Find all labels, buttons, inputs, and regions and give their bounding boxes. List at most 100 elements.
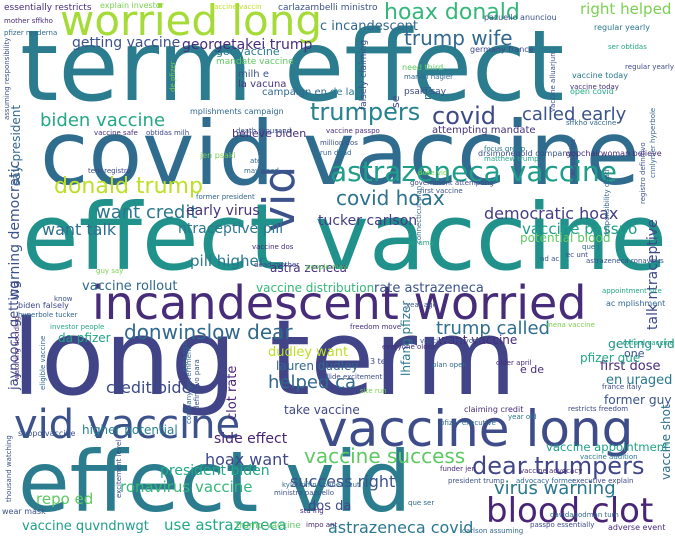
word: astra zeneca bbox=[270, 261, 348, 275]
word: site run bbox=[360, 387, 387, 395]
word: ac mplishment bbox=[606, 299, 666, 308]
word: advocacy former bbox=[516, 477, 576, 485]
word: may need bbox=[244, 167, 279, 175]
word: excitement level bbox=[115, 439, 123, 498]
word: se bbox=[389, 95, 402, 109]
word: essentially restricts bbox=[4, 3, 92, 13]
word: guy say bbox=[96, 267, 124, 275]
word: pfizer que bbox=[580, 351, 641, 365]
word: 3 tem bbox=[370, 357, 394, 366]
word: ronavirus vaccine bbox=[120, 478, 253, 496]
word: vaccine passpo bbox=[326, 127, 380, 135]
word: regular yearly bbox=[625, 63, 674, 71]
word: eligible vaccine bbox=[39, 335, 47, 390]
word: sffkho vaccine bbox=[566, 119, 617, 127]
word: que ser bbox=[408, 499, 435, 507]
word: president biden bbox=[160, 463, 270, 479]
word: falsely claiming bbox=[359, 39, 369, 110]
word: blood clot bbox=[486, 491, 654, 531]
word: france italy bbox=[602, 383, 642, 391]
word: biden vaccine bbox=[40, 110, 166, 131]
word: say president bbox=[9, 104, 23, 186]
word: pill higher bbox=[190, 252, 265, 270]
word: davidagodman turn bbox=[550, 511, 619, 519]
word: sta ing bbox=[300, 507, 324, 515]
word: everyone older bbox=[382, 343, 435, 351]
word: regular yearly bbox=[594, 23, 650, 32]
word: hoax donald bbox=[384, 0, 520, 25]
word: dos da bbox=[308, 499, 352, 514]
word: dose vid bbox=[418, 169, 448, 177]
word: ministro pazuello bbox=[274, 489, 335, 497]
word: want credit bbox=[96, 202, 198, 223]
word: worried long bbox=[60, 0, 323, 45]
word: responsibility death bbox=[603, 166, 611, 236]
word: watching deciding bbox=[13, 316, 21, 380]
word: take vaccine bbox=[284, 403, 360, 417]
word: covid hoax bbox=[336, 186, 445, 210]
word: government attempting bbox=[410, 179, 494, 187]
word: side effect bbox=[214, 431, 288, 447]
word: funder jen bbox=[440, 465, 476, 473]
word: higher potential bbox=[82, 423, 178, 437]
word: de pfizer bbox=[169, 61, 177, 92]
word: collide excitement bbox=[318, 373, 383, 381]
word: democratic hoax bbox=[484, 204, 619, 223]
word: right helped bbox=[580, 0, 672, 18]
word: tucker carlson bbox=[318, 213, 418, 229]
word: vaccine quvndnwgt bbox=[22, 519, 149, 534]
word: mandate vaccine bbox=[216, 57, 294, 67]
word: astrazeneca ronavirus bbox=[586, 257, 664, 265]
word: hyperbole tucker bbox=[18, 311, 78, 319]
word: nd bbox=[421, 86, 434, 100]
word: older april bbox=[496, 359, 532, 367]
word: astrazeneca vaccine bbox=[330, 155, 618, 188]
word: investor people bbox=[50, 323, 105, 331]
word: vaccine today bbox=[570, 83, 619, 91]
word: vaccine alluarjun bbox=[549, 52, 557, 112]
word: drsimonegold company bbox=[478, 149, 573, 158]
word: vaccine long bbox=[318, 400, 634, 458]
word: nd ac bbox=[540, 255, 560, 263]
word: vaccine safe bbox=[94, 129, 138, 137]
word: one bbox=[624, 347, 645, 360]
word: claiming credit bbox=[464, 405, 524, 414]
word: ate bbox=[250, 157, 262, 165]
word: trump wife bbox=[404, 26, 513, 50]
word: adverse event bbox=[608, 523, 666, 532]
word: trumpers bbox=[310, 98, 421, 126]
word: effect vid bbox=[18, 433, 412, 531]
word: dear trumpers bbox=[472, 452, 645, 480]
word: vaccine advocacy bbox=[520, 467, 583, 475]
word: carlazambelli ministro bbox=[278, 3, 378, 13]
word: mother sffkho bbox=[4, 17, 53, 25]
word: attempting mandate bbox=[432, 125, 536, 136]
word: vaccine distribution bbox=[256, 281, 375, 295]
word: cnnlymer hyperbole bbox=[649, 107, 657, 178]
word: biden falsely bbox=[18, 301, 69, 310]
word: rate astrazeneca bbox=[374, 281, 484, 296]
word: wear mask bbox=[2, 507, 46, 516]
word: executive explain bbox=[572, 477, 634, 485]
word: vaccine everyone bbox=[420, 337, 482, 345]
word: covid bbox=[432, 102, 496, 130]
word: c incandescent bbox=[320, 19, 418, 34]
word: getting vid bbox=[608, 337, 675, 351]
word: astrazeneca covid bbox=[328, 518, 474, 537]
word: trump called bbox=[436, 318, 550, 339]
word: registro definitivo bbox=[639, 142, 647, 204]
word: former guy bbox=[604, 393, 672, 407]
word: lhfang pfizer bbox=[399, 300, 413, 376]
word: ntraceptive pill bbox=[178, 221, 284, 237]
word: freedom move bbox=[350, 323, 402, 331]
word: early virus bbox=[186, 203, 260, 219]
word: assuming responsibility bbox=[3, 37, 11, 121]
word: pfizer executive bbox=[440, 419, 496, 427]
word: former president bbox=[196, 193, 255, 201]
word: ser obtidas bbox=[608, 43, 647, 51]
word: ac vaccine bbox=[569, 138, 577, 176]
word: tem registro bbox=[88, 167, 131, 175]
word: term effect bbox=[20, 10, 565, 124]
word: want talk bbox=[42, 220, 117, 239]
word: vaccine dos bbox=[252, 243, 294, 251]
